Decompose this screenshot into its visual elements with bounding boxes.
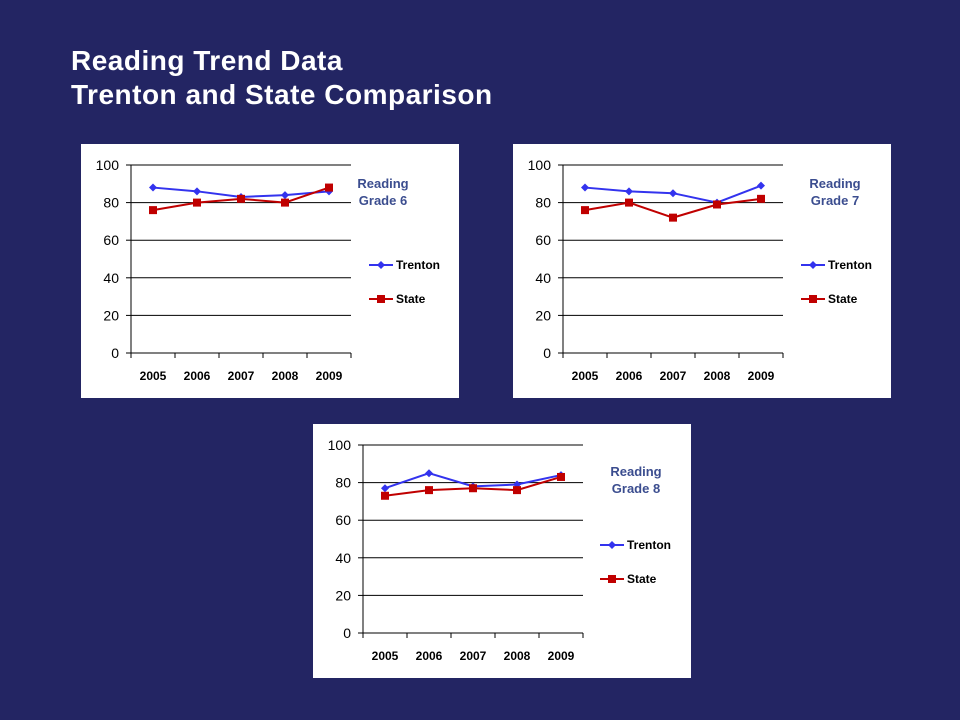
x-tick-label: 2005: [572, 369, 599, 383]
data-point-state: [513, 486, 521, 495]
chart-title-line-2: Grade 7: [810, 193, 860, 208]
chart-title-grade-8: Reading Grade 8: [586, 463, 686, 497]
y-tick-label: 100: [96, 157, 120, 173]
data-point-state: [581, 206, 589, 215]
chart-title-grade-6: Reading Grade 6: [333, 175, 433, 209]
x-tick-label: 2005: [372, 649, 399, 663]
data-point-state: [281, 198, 289, 207]
data-point-state: [757, 194, 765, 203]
data-point-state: [237, 194, 245, 203]
data-point-state: [557, 472, 565, 481]
y-tick-label: 0: [111, 345, 119, 361]
x-tick-label: 2008: [704, 369, 731, 383]
x-tick-label: 2009: [316, 369, 343, 383]
legend-label-state: State: [396, 292, 426, 306]
y-tick-label: 60: [535, 232, 551, 248]
y-tick-label: 20: [103, 307, 119, 323]
line-chart-grade-6: 0 20 40 60 80 100 2005 2006 2007 2008 2009: [96, 157, 352, 383]
page-title-line-2: Trenton and State Comparison: [71, 79, 493, 110]
chart-title-line-2: Grade 6: [358, 193, 408, 208]
y-tick-label: 60: [103, 232, 119, 248]
y-tick-label: 100: [328, 437, 352, 453]
data-point-trenton: [149, 183, 157, 192]
data-point-trenton: [581, 183, 589, 192]
x-tick-label: 2007: [460, 649, 487, 663]
page-title: Reading Trend Data Trenton and State Com…: [71, 44, 493, 112]
chart-title-line-1: Reading: [610, 464, 662, 479]
data-point-trenton: [381, 484, 389, 493]
x-tick-label: 2008: [272, 369, 299, 383]
legend-label-trenton: Trenton: [627, 538, 671, 552]
y-tick-label: 0: [543, 345, 551, 361]
data-point-trenton: [193, 187, 201, 196]
x-tick-label: 2008: [504, 649, 531, 663]
trenton-line-diamond-icon: [801, 261, 825, 269]
chart-title-line-1: Reading: [357, 176, 409, 191]
data-point-state: [469, 484, 477, 493]
chart-panel-grade-7: 0 20 40 60 80 100 2005 2006 2007 2008 2009 Reading…: [513, 144, 891, 398]
y-tick-label: 40: [335, 550, 351, 566]
data-point-state: [325, 183, 333, 192]
y-tick-label: 20: [535, 307, 551, 323]
chart-title-grade-7: Reading Grade 7: [785, 175, 885, 209]
y-tick-label: 80: [103, 195, 119, 211]
x-tick-label: 2006: [184, 369, 211, 383]
data-point-trenton: [513, 480, 521, 489]
data-point-state: [149, 206, 157, 215]
trenton-line-diamond-icon: [369, 261, 393, 269]
data-point-trenton: [757, 181, 765, 190]
chart-panel-grade-8: 0 20 40 60 80 100 2005 2006 2007 2008 2009 Reading…: [313, 424, 691, 678]
y-tick-label: 20: [335, 587, 351, 603]
state-line-square-icon: [801, 295, 825, 303]
data-point-trenton: [281, 191, 289, 200]
y-tick-label: 80: [335, 475, 351, 491]
line-chart-grade-8: 0 20 40 60 80 100 2005 2006 2007 2008 2009: [328, 437, 584, 663]
x-tick-label: 2007: [228, 369, 255, 383]
x-tick-label: 2006: [416, 649, 443, 663]
data-point-trenton: [625, 187, 633, 196]
chart-panel-grade-6: 0 20 40 60 80 100 2005 2006 2007 2008 2009 Reading…: [81, 144, 459, 398]
data-point-trenton: [425, 469, 433, 478]
data-point-state: [669, 213, 677, 222]
legend-label-state: State: [828, 292, 858, 306]
data-point-state: [193, 198, 201, 207]
x-tick-label: 2009: [748, 369, 775, 383]
x-tick-label: 2009: [548, 649, 575, 663]
data-point-state: [381, 491, 389, 500]
legend-label-trenton: Trenton: [396, 258, 440, 272]
data-point-state: [625, 198, 633, 207]
y-tick-label: 40: [103, 270, 119, 286]
page-title-line-1: Reading Trend Data: [71, 45, 343, 76]
line-chart-grade-7: 0 20 40 60 80 100 2005 2006 2007 2008 2009: [528, 157, 784, 383]
data-point-state: [425, 486, 433, 495]
legend-label-state: State: [627, 572, 657, 586]
legend-label-trenton: Trenton: [828, 258, 872, 272]
trenton-line-diamond-icon: [600, 541, 624, 549]
chart-title-line-2: Grade 8: [611, 481, 661, 496]
x-tick-label: 2007: [660, 369, 687, 383]
y-tick-label: 80: [535, 195, 551, 211]
x-tick-label: 2006: [616, 369, 643, 383]
y-tick-label: 60: [335, 512, 351, 528]
state-line-square-icon: [600, 575, 624, 583]
x-tick-label: 2005: [140, 369, 167, 383]
y-tick-label: 100: [528, 157, 552, 173]
data-point-state: [713, 200, 721, 209]
y-tick-label: 0: [343, 625, 351, 641]
chart-title-line-1: Reading: [809, 176, 861, 191]
y-tick-label: 40: [535, 270, 551, 286]
data-point-trenton: [669, 189, 677, 198]
state-line-square-icon: [369, 295, 393, 303]
